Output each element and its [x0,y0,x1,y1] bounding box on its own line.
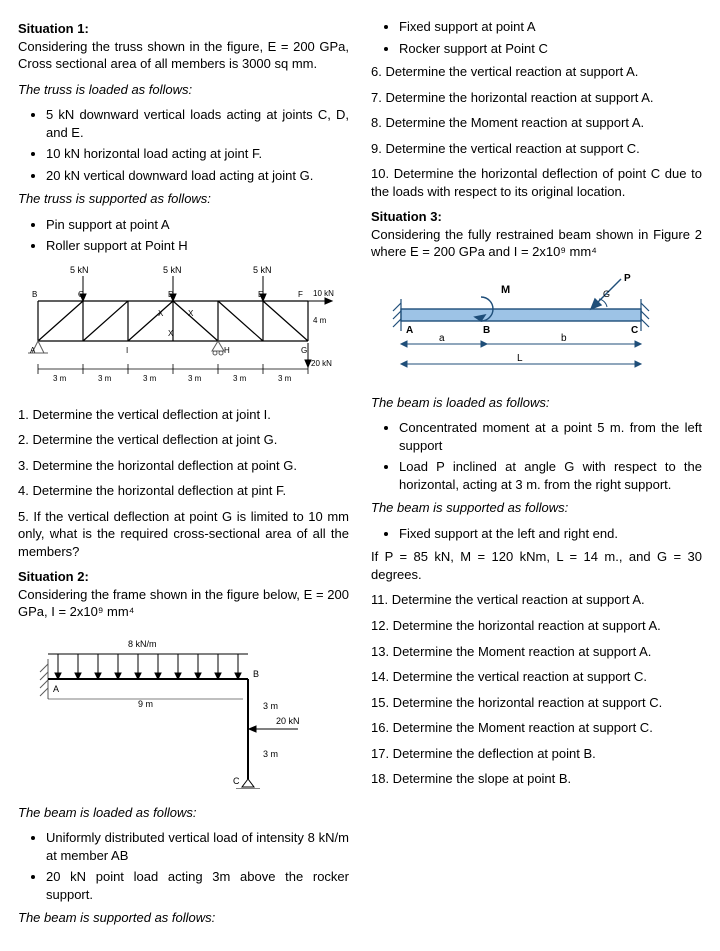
question-13: 13. Determine the Moment reaction at sup… [371,643,702,661]
situation3-loaded-header: The beam is loaded as follows: [371,394,702,412]
situation3-description: Considering the fully restrained beam sh… [371,227,702,260]
situation2-loaded-list: Uniformly distributed vertical load of i… [18,829,349,903]
list-item: Uniformly distributed vertical load of i… [46,829,349,864]
situation1-truss-figure: 5 kN 5 kN 5 kN 10 kN 4 m 20 kN [18,261,349,396]
svg-text:3 m: 3 m [278,374,292,383]
left-column: Situation 1: Considering the truss shown… [18,16,349,935]
right-column: Fixed support at point A Rocker support … [371,16,702,935]
svg-text:M: M [501,284,510,296]
situation1-supported-list: Pin support at point A Roller support at… [18,216,349,255]
svg-text:X: X [168,329,174,338]
svg-text:3 m: 3 m [143,374,157,383]
question-9: 9. Determine the vertical reaction at su… [371,140,702,158]
situation2-description: Considering the frame shown in the figur… [18,587,349,620]
question-6: 6. Determine the vertical reaction at su… [371,63,702,81]
situation3-supported-list: Fixed support at the left and right end. [371,525,702,543]
svg-text:F: F [298,290,303,299]
list-item: Fixed support at the left and right end. [399,525,702,543]
svg-text:a: a [439,333,445,344]
two-column-layout: Situation 1: Considering the truss shown… [18,16,702,935]
svg-text:3 m: 3 m [53,374,67,383]
list-item: 10 kN horizontal load acting at joint F. [46,145,349,163]
situation1-description: Considering the truss shown in the figur… [18,39,349,72]
question-11: 11. Determine the vertical reaction at s… [371,591,702,609]
situation2-supports-list: Fixed support at point A Rocker support … [371,18,702,57]
situation2-loaded-header: The beam is loaded as follows: [18,804,349,822]
svg-text:8 kN/m: 8 kN/m [128,639,157,649]
question-1: 1. Determine the vertical deflection at … [18,406,349,424]
question-5: 5. If the vertical deflection at point G… [18,508,349,561]
svg-text:G: G [301,346,307,355]
svg-text:5 kN: 5 kN [253,265,272,275]
svg-text:L: L [517,353,523,364]
situation3-beam-figure: M P G A B C a b L [371,269,702,384]
question-12: 12. Determine the horizontal reaction at… [371,617,702,635]
question-18: 18. Determine the slope at point B. [371,770,702,788]
situation3-supported-header: The beam is supported as follows: [371,499,702,517]
svg-text:I: I [126,346,128,355]
svg-text:G: G [603,289,610,299]
svg-text:E: E [258,290,263,299]
list-item: Roller support at Point H [46,237,349,255]
svg-text:B: B [253,669,259,679]
svg-text:D: D [168,290,174,299]
situation1-title: Situation 1: Considering the truss shown… [18,20,349,73]
situation1-loaded-header: The truss is loaded as follows: [18,81,349,99]
svg-text:X: X [188,309,194,318]
question-14: 14. Determine the vertical reaction at s… [371,668,702,686]
svg-text:A: A [406,325,413,336]
svg-text:b: b [561,333,567,344]
situation3-loaded-list: Concentrated moment at a point 5 m. from… [371,419,702,493]
svg-text:C: C [631,325,638,336]
svg-text:9 m: 9 m [138,699,153,709]
list-item: 20 kN point load acting 3m above the roc… [46,868,349,903]
question-7: 7. Determine the horizontal reaction at … [371,89,702,107]
situation2-title: Situation 2: Considering the frame shown… [18,568,349,621]
question-16: 16. Determine the Moment reaction at sup… [371,719,702,737]
list-item: 20 kN vertical downward load acting at j… [46,167,349,185]
svg-text:3 m: 3 m [98,374,112,383]
svg-text:A: A [53,684,59,694]
question-17: 17. Determine the deflection at point B. [371,745,702,763]
svg-text:5 kN: 5 kN [163,265,182,275]
list-item: Load P inclined at angle G with respect … [399,458,702,493]
svg-text:4 m: 4 m [313,316,327,325]
svg-text:20 kN: 20 kN [276,716,300,726]
question-15: 15. Determine the horizontal reaction at… [371,694,702,712]
svg-text:B: B [32,290,37,299]
svg-text:3 m: 3 m [263,749,278,759]
list-item: Fixed support at point A [399,18,702,36]
situation1-loaded-list: 5 kN downward vertical loads acting at j… [18,106,349,184]
situation2-frame-figure: 8 kN/m A B 9 m 3 m 3 m 20 kN C [18,629,349,794]
svg-text:10 kN: 10 kN [313,289,334,298]
svg-text:B: B [483,325,490,336]
svg-text:X: X [158,309,164,318]
svg-text:5 kN: 5 kN [70,265,89,275]
question-2: 2. Determine the vertical deflection at … [18,431,349,449]
situation2-supported-header: The beam is supported as follows: [18,909,349,927]
situation3-title: Situation 3: Considering the fully restr… [371,208,702,261]
list-item: Pin support at point A [46,216,349,234]
list-item: Concentrated moment at a point 5 m. from… [399,419,702,454]
svg-text:H: H [224,346,230,355]
question-8: 8. Determine the Moment reaction at supp… [371,114,702,132]
svg-text:C: C [78,290,84,299]
svg-text:3 m: 3 m [188,374,202,383]
question-3: 3. Determine the horizontal deflection a… [18,457,349,475]
list-item: 5 kN downward vertical loads acting at j… [46,106,349,141]
list-item: Rocker support at Point C [399,40,702,58]
question-10: 10. Determine the horizontal deflection … [371,165,702,200]
svg-text:3 m: 3 m [263,701,278,711]
question-4: 4. Determine the horizontal deflection a… [18,482,349,500]
situation1-supported-header: The truss is supported as follows: [18,190,349,208]
svg-text:A: A [30,346,36,355]
svg-text:20 kN: 20 kN [311,359,332,368]
svg-text:C: C [233,776,240,786]
situation3-params: If P = 85 kN, M = 120 kNm, L = 14 m., an… [371,548,702,583]
svg-text:P: P [624,273,631,284]
svg-text:3 m: 3 m [233,374,247,383]
